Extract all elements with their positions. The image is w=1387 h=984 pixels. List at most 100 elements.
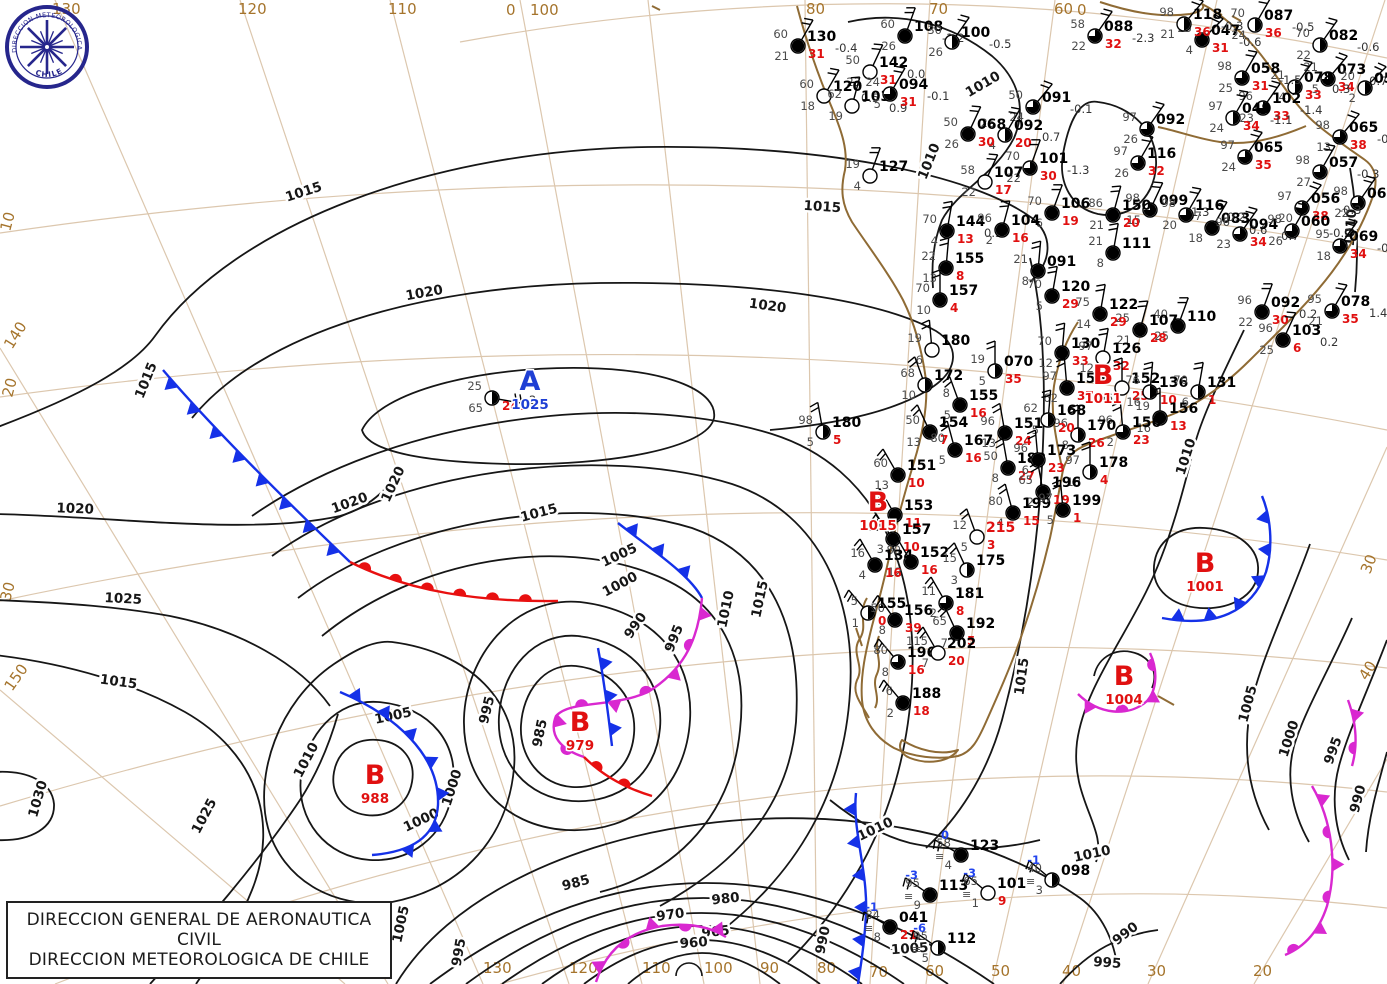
station-red-value: 28: [1150, 331, 1167, 345]
isobar-label: 995: [449, 937, 470, 968]
station-temperature: 20: [1340, 69, 1355, 83]
cloud-cover-fill: [1023, 161, 1037, 175]
wind-barb: [946, 420, 954, 444]
isobar-label: 960: [679, 934, 708, 952]
wind-barb: [1152, 182, 1164, 204]
wind-barb-tick: [1258, 1, 1268, 5]
coordinate-label: 50: [991, 962, 1010, 980]
station-plot: 118-0.3 98 21 36: [1159, 0, 1243, 41]
wind-barb: [826, 69, 840, 91]
station-pressure: 092: [1014, 118, 1043, 134]
wind-barb-tick: [893, 70, 903, 74]
station-dewpoint: 21: [1160, 27, 1175, 41]
meridian-line: [991, 0, 1218, 984]
station-plot: 070 19 5 35: [970, 340, 1033, 388]
wind-barb-tick: [1309, 185, 1319, 190]
station-tendency: -1.3: [1067, 163, 1089, 177]
warm-front-semicircle: [358, 562, 372, 572]
coordinate-label: 130: [483, 959, 512, 977]
wind-barb: [1305, 184, 1322, 204]
station-temperature: 80: [886, 543, 901, 557]
wind-barb-tick: [920, 319, 930, 325]
wind-barb: [1150, 104, 1165, 124]
station-pressure: 113: [939, 878, 968, 894]
isobar: [395, 817, 1119, 984]
station-temperature: 80: [930, 431, 945, 445]
station-red-value: 8: [956, 604, 964, 618]
wind-barb: [1248, 132, 1263, 152]
station-plot: 151 96 13 24: [980, 402, 1043, 450]
cold-front-triangle: [326, 542, 340, 557]
isobar: [1349, 167, 1358, 293]
coastline: [855, 627, 863, 647]
isobar-label: 1000: [1276, 718, 1303, 759]
station-temperature: 60: [880, 17, 895, 31]
station-pressure: 057: [1329, 155, 1358, 171]
cloud-cover-fill: [1333, 239, 1347, 253]
station-temperature: 60: [773, 27, 788, 41]
station-dewpoint: 16: [1136, 421, 1151, 435]
wind-barb: [913, 930, 933, 945]
coordinate-label: 130: [52, 0, 81, 18]
station-red-value: 15: [1023, 514, 1040, 528]
wind-barb-tick: [1295, 207, 1305, 211]
wind-barb: [966, 508, 976, 531]
station-red-value: 16: [965, 451, 982, 465]
coordinate-label: 90: [760, 959, 779, 977]
coordinate-label: 140: [0, 318, 30, 352]
station-dewpoint: 2: [887, 706, 894, 720]
station-temperature: 30: [927, 23, 942, 37]
cold-front-triangle: [1203, 607, 1218, 621]
station-red-value: 1: [1073, 511, 1081, 525]
cloud-cover-fill: [952, 35, 959, 49]
wind-barb-tick: [1189, 191, 1199, 195]
station-dewpoint: 26: [1268, 234, 1283, 248]
title-box: DIRECCION GENERAL DE AERONAUTICA CIVIL D…: [6, 901, 392, 984]
station-temperature: 97: [1038, 491, 1053, 505]
wind-barb-tick: [1312, 181, 1322, 186]
wind-barb-tick: [912, 408, 920, 417]
station-red-value: 10: [908, 476, 925, 490]
station-plot: 167 80 5 16: [930, 420, 993, 467]
station-dewpoint: 6: [1036, 216, 1043, 230]
wind-barb-tick: [1191, 1, 1201, 6]
station-plot: 091 21 8: [1013, 240, 1076, 288]
station-red-value: 4: [950, 301, 958, 315]
wind-barb: [987, 154, 999, 176]
occluded-front-semicircle: [1287, 943, 1300, 954]
warm-front-semicircle: [518, 594, 532, 601]
wind-barb: [1036, 83, 1053, 103]
station-red-value: 31: [900, 95, 917, 109]
station-pressure: 112: [947, 931, 976, 947]
warm-front-semicircle: [453, 588, 467, 597]
fecha-label: FECHA: [52, 982, 105, 984]
wind-barb-tick: [909, 361, 917, 368]
agency-title: DIRECCION GENERAL DE AERONAUTICA CIVIL: [26, 910, 372, 950]
wind-barb: [1235, 91, 1249, 113]
station-dewpoint: 19: [828, 109, 843, 123]
station-temperature: 98: [1159, 5, 1174, 19]
wind-barb-tick: [1271, 80, 1281, 85]
station-tendency: -0.1: [1070, 102, 1092, 116]
wind-barb: [953, 542, 965, 564]
wind-barb-tick: [843, 589, 850, 599]
isobar: [465, 897, 949, 984]
station-pressure: 157: [949, 283, 978, 299]
station-pressure: 104: [1011, 213, 1040, 229]
station-dewpoint: 13: [1316, 140, 1331, 154]
station-pressure: 078: [1304, 70, 1333, 86]
occluded-front: [1346, 699, 1357, 767]
station-temperature: 15: [942, 551, 957, 565]
station-dewpoint: 4: [1279, 90, 1286, 104]
station-tendency: 1.4: [1369, 306, 1387, 320]
station-temperature: 58: [936, 836, 951, 850]
station-dewpoint: 21: [1308, 314, 1323, 328]
wind-barb-tick: [1284, 315, 1294, 319]
wind-barb: [1263, 283, 1273, 306]
station-red-value: 27: [1018, 469, 1035, 483]
wind-barb-tick: [1239, 89, 1249, 93]
station-plot: 180 19 6: [907, 319, 970, 367]
